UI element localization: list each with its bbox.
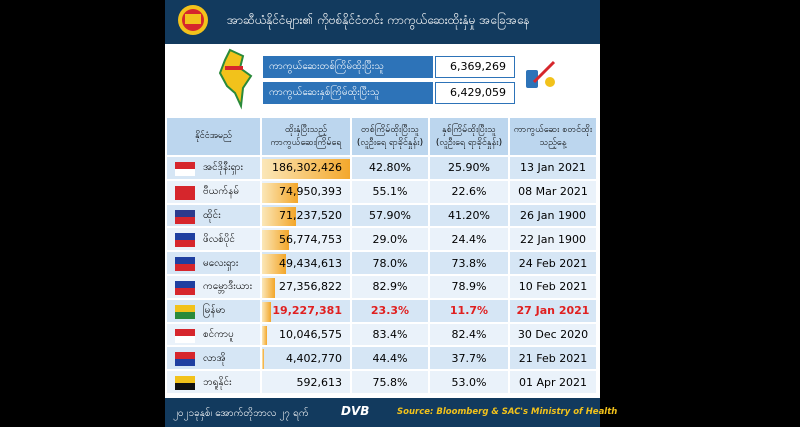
first-dose-cell: 78.0%	[352, 252, 430, 276]
flag	[175, 383, 195, 391]
doses-value: 592,613	[262, 371, 352, 395]
first-dose-cell: 29.0%	[352, 228, 430, 253]
flag	[175, 352, 195, 360]
asean-logo	[178, 5, 208, 35]
first-dose-cell: 75.8%	[352, 371, 430, 395]
full-dose-cell: 41.20%	[430, 204, 510, 229]
flag	[175, 359, 195, 367]
doses-value: 74,950,393	[262, 180, 352, 205]
first-dose-cell: 82.9%	[352, 276, 430, 300]
vaccine-icon	[526, 60, 556, 88]
first-dose-cell: 55.1%	[352, 180, 430, 205]
summary-label: ကာကွယ်ဆေးတစ်ကြိမ်ထိုးပြီးသူ	[263, 56, 433, 78]
start-date-cell: 08 Mar 2021	[510, 180, 598, 205]
column-header: ထိုးနှံပြီးသည့် ကာကွယ်ဆေးကြိမ်ရေ	[262, 118, 352, 155]
start-date-cell: 01 Apr 2021	[510, 371, 598, 395]
doses-value: 186,302,426	[262, 157, 352, 181]
start-date-cell: 27 Jan 2021	[510, 299, 598, 324]
footer: ၂၀၂၁ခုနှစ်၊ အောက်တိုဘာလ ၂၇ ရက် DVB Sourc…	[165, 398, 617, 427]
myanmar-map	[218, 48, 253, 110]
start-date-cell: 22 Jan 1900	[510, 228, 598, 253]
doses-value: 49,434,613	[262, 252, 352, 276]
full-dose-cell: 78.9%	[430, 276, 510, 300]
summary-value: 6,369,269	[435, 56, 515, 78]
doses-value: 10,046,575	[262, 323, 352, 348]
start-date-cell: 10 Feb 2021	[510, 276, 598, 300]
full-dose-cell: 73.8%	[430, 252, 510, 276]
dose-bar	[262, 159, 352, 179]
full-dose-cell: 11.7%	[430, 299, 510, 324]
title: အာဆီယံနိုင်ငံများ၏ ကိုဗစ်နိုင်ငံတင်း ကာက…	[227, 13, 530, 27]
column-header: ကာကွယ်ဆေး စတင်ထိုးသည့်နေ့	[510, 118, 598, 155]
full-dose-cell: 82.4%	[430, 323, 510, 348]
flag	[175, 264, 195, 272]
first-dose-cell: 57.90%	[352, 204, 430, 229]
start-date-cell: 30 Dec 2020	[510, 323, 598, 348]
start-date-cell: 21 Feb 2021	[510, 347, 598, 372]
dose-bar	[262, 206, 297, 227]
full-dose-cell: 24.4%	[430, 228, 510, 253]
flag	[175, 192, 195, 200]
dose-bar	[262, 254, 286, 274]
source: Source: Bloomberg & SAC's Ministry of He…	[397, 407, 618, 417]
flag	[175, 311, 195, 319]
first-dose-cell: 83.4%	[352, 323, 430, 348]
flag	[175, 240, 195, 248]
flag	[175, 209, 195, 217]
flag	[175, 281, 195, 288]
start-date-cell: 24 Feb 2021	[510, 252, 598, 276]
flag	[175, 169, 195, 176]
start-date-cell: 26 Jan 1900	[510, 204, 598, 229]
flag	[175, 288, 195, 295]
start-date-cell: 13 Jan 2021	[510, 157, 598, 181]
doses-value: 4,402,770	[262, 347, 352, 372]
dose-bar	[262, 325, 267, 346]
summary-value: 6,429,059	[435, 82, 515, 104]
header: အာဆီယံနိုင်ငံများ၏ ကိုဗစ်နိုင်ငံတင်း ကာက…	[165, 0, 600, 44]
first-dose-cell: 23.3%	[352, 299, 430, 324]
flag	[175, 304, 195, 312]
flag	[175, 376, 195, 384]
flag	[175, 216, 195, 224]
full-dose-cell: 25.90%	[430, 157, 510, 181]
dose-bar	[262, 182, 299, 203]
full-dose-cell: 22.6%	[430, 180, 510, 205]
flag	[175, 335, 195, 343]
dose-bar	[262, 278, 276, 298]
flag	[175, 185, 195, 193]
flag	[175, 162, 195, 169]
column-header: နှစ်ကြိမ်ထိုးပြီးသူ (လူဦးရေ ရာခိုင်နှုန်…	[430, 118, 510, 155]
dose-bar	[262, 349, 265, 370]
infographic: အာဆီယံနိုင်ငံများ၏ ကိုဗစ်နိုင်ငံတင်း ကာက…	[165, 0, 617, 427]
full-dose-cell: 37.7%	[430, 347, 510, 372]
column-header: တစ်ကြိမ်ထိုးပြီးသူ (လူဦးရေ ရာခိုင်နှုန်း…	[352, 118, 430, 155]
flag	[175, 328, 195, 336]
doses-value: 27,356,822	[262, 276, 352, 300]
doses-value: 71,237,520	[262, 204, 352, 229]
dose-bar	[262, 301, 272, 322]
flag	[175, 257, 195, 265]
full-dose-cell: 53.0%	[430, 371, 510, 395]
logo: DVB	[341, 404, 370, 418]
first-dose-cell: 44.4%	[352, 347, 430, 372]
summary-label: ကာကွယ်ဆေးနှစ်ကြိမ်ထိုးပြီးသူ	[263, 82, 433, 104]
flag	[175, 233, 195, 241]
footer-date: ၂၀၂၁ခုနှစ်၊ အောက်တိုဘာလ ၂၇ ရက်	[173, 408, 309, 419]
column-header: နိုင်ငံအမည်	[167, 118, 262, 155]
doses-value: 56,774,753	[262, 228, 352, 253]
doses-value: 19,227,381	[262, 299, 352, 324]
first-dose-cell: 42.80%	[352, 157, 430, 181]
dose-bar	[262, 230, 290, 251]
